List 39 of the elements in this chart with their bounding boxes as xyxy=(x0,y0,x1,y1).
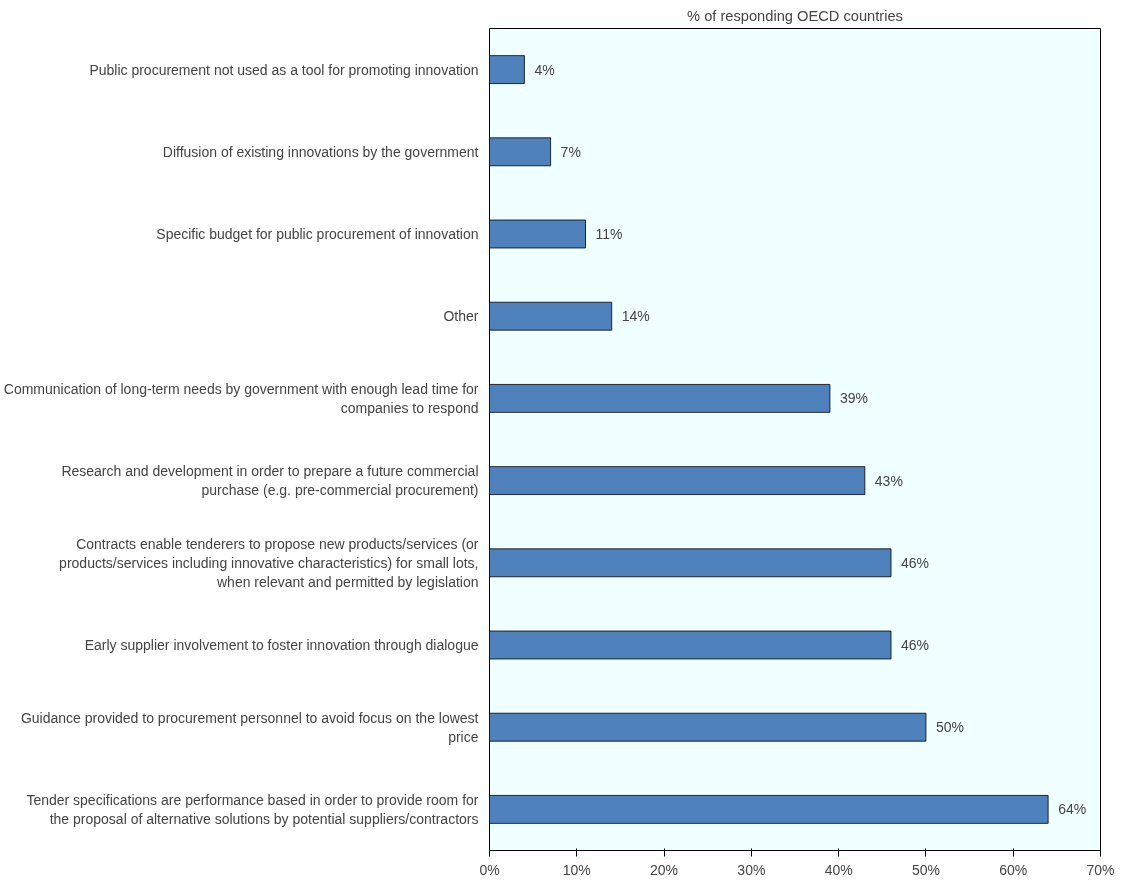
chart-title: % of responding OECD countries xyxy=(687,7,903,24)
data-label: 39% xyxy=(839,390,868,407)
data-label: 50% xyxy=(935,719,964,736)
x-tick-label: 60% xyxy=(999,861,1028,878)
x-tick-label: 30% xyxy=(737,861,766,878)
data-label: 14% xyxy=(621,308,650,325)
y-tick-label: Other xyxy=(443,308,479,325)
x-tick-label: 10% xyxy=(562,861,591,878)
x-tick-label: 20% xyxy=(650,861,679,878)
bar xyxy=(489,630,892,660)
bar xyxy=(489,795,1049,824)
bar xyxy=(489,301,613,331)
y-tick-label: Contracts enable tenderers to propose new products/services (or products/services including innovative characteristics) for small lots, when relevant and permitted by legislation xyxy=(59,535,479,590)
y-tick-label: Early supplier involvement to foster innovation through dialogue xyxy=(84,637,479,653)
data-label: 4% xyxy=(534,61,555,78)
y-tick-label: Guidance provided to procurement personnel to avoid focus on the lowest price xyxy=(20,709,479,745)
data-label: 46% xyxy=(901,554,930,571)
bar xyxy=(489,137,551,167)
data-label: 43% xyxy=(874,472,903,489)
bar xyxy=(489,548,892,578)
x-tick-label: 70% xyxy=(1086,861,1115,878)
data-label: 11% xyxy=(595,226,623,242)
bar xyxy=(489,55,525,84)
y-tick-label: Research and development in order to prepare a future commercial purchase (e.g. pre-commercial procurement) xyxy=(61,463,479,499)
bar xyxy=(489,466,866,495)
bar xyxy=(489,384,831,413)
y-tick-label: Diffusion of existing innovations by the government xyxy=(162,143,479,160)
data-label: 7% xyxy=(560,143,581,160)
x-tick-label: 50% xyxy=(911,861,940,878)
data-label: 46% xyxy=(901,637,930,653)
bar xyxy=(489,712,927,742)
y-tick-label: Communication of long-term needs by government with enough lead time for companies to respond xyxy=(3,380,479,416)
bar xyxy=(489,219,586,249)
x-tick-label: 40% xyxy=(824,861,853,878)
y-tick-label: Public procurement not used as a tool for promoting innovation xyxy=(89,61,479,78)
x-tick-label: 0% xyxy=(479,861,500,878)
y-tick-label: Specific budget for public procurement of innovation xyxy=(156,226,479,242)
y-tick-label: Tender specifications are performance based in order to provide room for the proposal of alternative solutions by potential suppliers/contractors xyxy=(26,791,479,827)
data-label: 64% xyxy=(1058,801,1087,818)
